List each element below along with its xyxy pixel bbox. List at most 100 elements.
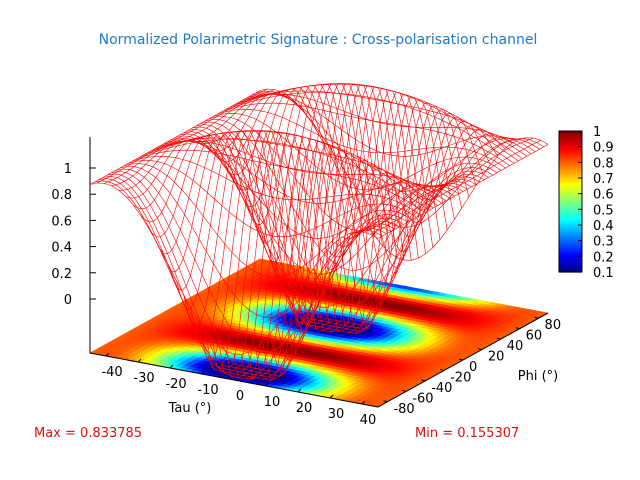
mesh-line-tau	[320, 120, 491, 270]
y-tick-label: -80	[393, 402, 414, 417]
x-tick-label: -30	[133, 371, 154, 386]
colorbar-swatch	[559, 249, 582, 253]
colorbar-swatch	[559, 171, 582, 174]
x-tick-label: 10	[264, 395, 281, 410]
x-tick-mark	[265, 382, 270, 387]
mesh-line-tau	[133, 91, 304, 210]
colorbar: 0.10.20.30.40.50.60.70.80.91	[558, 125, 614, 281]
z-tick-label: 1	[64, 162, 72, 177]
mesh-line-tau	[349, 137, 520, 234]
colorbar-swatch	[559, 191, 582, 195]
mesh-line-tau	[240, 87, 412, 380]
y-tick-mark	[402, 389, 407, 392]
colorbar-swatch	[559, 235, 582, 239]
x-tick-mark	[201, 370, 206, 375]
x-tick-mark	[361, 400, 366, 405]
colorbar-swatch	[559, 263, 582, 267]
colorbar-tick-label: 0.1	[593, 266, 614, 281]
colorbar-swatch	[559, 165, 582, 168]
min-value-label: Min = 0.155307	[415, 426, 519, 441]
colorbar-swatch	[559, 217, 582, 221]
colorbar-swatch	[559, 269, 582, 273]
mesh-line-tau	[89, 90, 261, 185]
max-value-label: Max = 0.833785	[34, 426, 142, 441]
colorbar-swatch	[559, 195, 582, 199]
colorbar-swatch	[559, 167, 582, 170]
mesh-line-tau	[312, 116, 484, 284]
y-tick-label: -20	[450, 370, 471, 385]
z-tick-label: 0.2	[51, 267, 72, 282]
y-tick-label: 80	[545, 318, 562, 333]
y-tick-label: 20	[488, 350, 505, 365]
colorbar-swatch	[559, 181, 582, 184]
colorbar-swatch	[559, 205, 582, 209]
x-tick-mark	[329, 394, 334, 399]
z-tick-label: 0.4	[51, 241, 72, 256]
mesh-line-tau	[125, 92, 297, 199]
colorbar-swatch	[559, 245, 582, 249]
colorbar-swatch	[559, 137, 582, 140]
x-tick-mark	[105, 352, 110, 357]
x-axis-label: Tau (°)	[168, 401, 212, 416]
colorbar-swatch	[559, 161, 582, 164]
mesh-line-tau	[104, 89, 275, 184]
mesh-line-tau	[161, 85, 333, 273]
colorbar-swatch	[559, 265, 582, 269]
mesh-line-tau	[327, 124, 498, 258]
colorbar-swatch	[559, 243, 582, 247]
mesh-line-tau	[334, 129, 506, 248]
y-tick-mark	[439, 368, 445, 371]
mesh-line-tau	[204, 83, 376, 371]
colorbar-tick-label: 0.5	[593, 203, 614, 218]
colorbar-swatch	[559, 219, 582, 223]
colorbar-swatch	[559, 145, 582, 148]
heatmap-projection	[89, 258, 549, 408]
mesh-line-tau	[377, 144, 549, 239]
colorbar-swatch	[559, 231, 582, 235]
colorbar-swatch	[559, 233, 582, 237]
y-tick-label: 0	[469, 360, 477, 375]
z-tick-label: 0.6	[51, 214, 72, 229]
y-tick-label: 40	[507, 339, 524, 354]
colorbar-swatch	[559, 177, 582, 180]
colorbar-swatch	[559, 211, 582, 215]
y-tick-mark	[496, 337, 501, 340]
y-tick-mark	[534, 316, 539, 319]
colorbar-tick-label: 1	[593, 125, 601, 140]
colorbar-swatch	[559, 159, 582, 162]
x-tick-label: -10	[197, 383, 218, 398]
mesh-line-tau	[356, 137, 527, 233]
colorbar-frame	[558, 130, 583, 273]
colorbar-swatch	[559, 215, 582, 219]
mesh-line-tau	[269, 96, 441, 375]
colorbar-swatch	[559, 267, 582, 271]
colorbar-swatch	[559, 197, 582, 201]
mesh-line-tau	[298, 109, 470, 316]
colorbar-swatch	[559, 201, 582, 205]
z-tick-label: 0	[64, 293, 72, 308]
y-tick-mark	[421, 379, 426, 382]
colorbar-swatch	[559, 149, 582, 152]
mesh-line-tau	[168, 85, 340, 291]
mesh-line-tau	[226, 85, 398, 377]
colorbar-swatch	[559, 213, 582, 217]
mesh-line-tau	[97, 88, 268, 184]
colorbar-swatch	[559, 209, 582, 213]
colorbar-swatch	[559, 229, 582, 233]
colorbar-swatch	[559, 227, 582, 231]
colorbar-swatch	[559, 155, 582, 158]
mesh-line-tau	[370, 140, 541, 235]
x-tick-label: 0	[236, 389, 244, 404]
colorbar-swatch	[559, 157, 582, 160]
y-tick-label: -60	[412, 391, 433, 406]
colorbar-swatch	[559, 255, 582, 259]
colorbar-swatch	[559, 259, 582, 263]
x-tick-label: 20	[296, 401, 313, 416]
mesh-line-tau	[176, 84, 347, 310]
colorbar-swatch	[559, 175, 582, 178]
y-tick-mark	[383, 400, 388, 403]
colorbar-swatch	[559, 247, 582, 251]
x-tick-label: 40	[360, 413, 377, 428]
mesh-line-tau	[190, 83, 362, 346]
